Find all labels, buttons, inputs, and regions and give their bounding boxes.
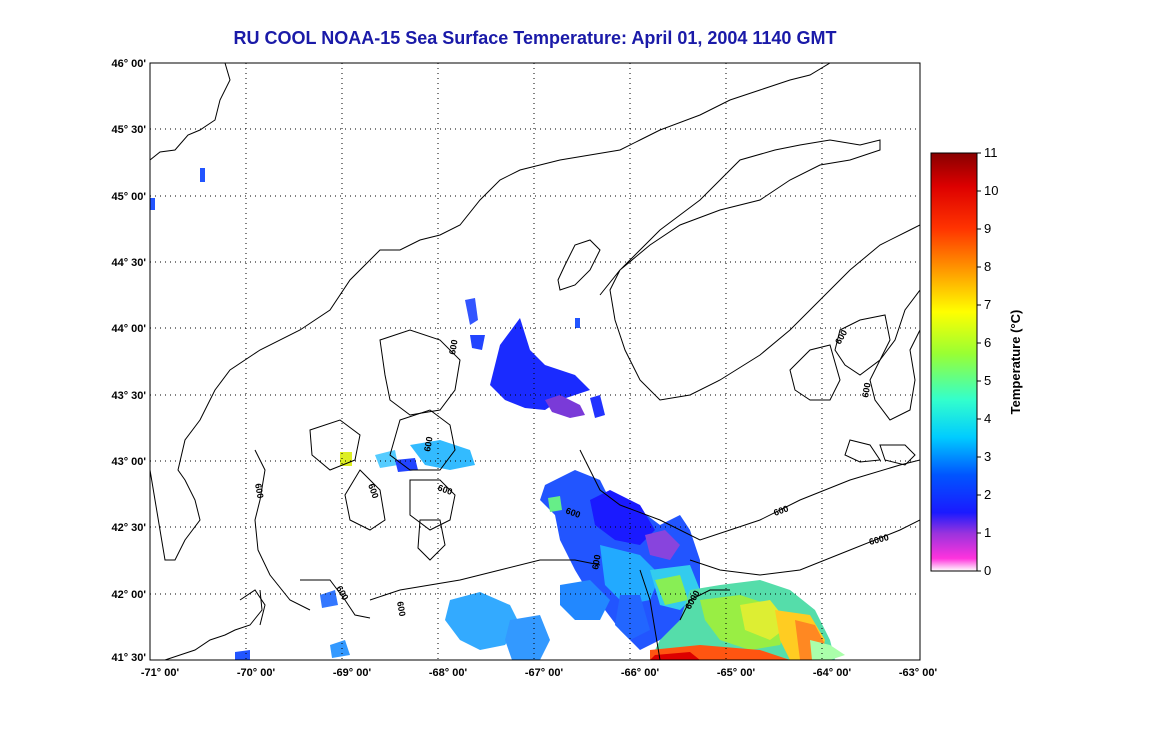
contour-label: 600 [772,503,790,518]
plot-frame [149,62,921,661]
contour-labels: 600 600 600 600 600 600 600 600 600 600 … [253,328,890,617]
colorbar-tick-label: 3 [984,449,991,464]
lon-tick: -68° 00' [429,667,468,679]
colorbar: 0 1 2 3 4 5 6 7 8 9 10 11 Temperature (°C) [930,145,1023,578]
lat-tick: 44° 00' [111,323,146,335]
contour-label: 600 [590,554,602,571]
colorbar-tick-label: 6 [984,335,991,350]
colorbar-tick-label: 10 [984,183,998,198]
lon-axis: -71° 00' -70° 00' -69° 00' -68° 00' -67°… [141,667,938,679]
colorbar-tick-label: 8 [984,259,991,274]
lon-tick: -65° 00' [717,667,756,679]
lat-axis: 46° 00' 45° 30' 45° 00' 44° 30' 44° 00' … [111,58,146,664]
colorbar-label: Temperature (°C) [1008,310,1023,415]
contour-label: 600 [564,505,582,520]
lat-tick: 41° 30' [111,652,146,664]
contour-label: 600 [422,436,434,453]
lat-tick: 45° 00' [111,191,146,203]
lon-tick: -67° 00' [525,667,564,679]
lon-tick: -69° 00' [333,667,372,679]
contour-label: 600 [447,339,459,356]
lon-tick: -63° 00' [899,667,938,679]
colorbar-tick-label: 11 [984,145,998,160]
contour-label: 600 [253,483,265,500]
lon-tick: -70° 00' [237,667,276,679]
map-title: RU COOL NOAA-15 Sea Surface Temperature:… [233,28,837,48]
contour-label: 600 [395,601,407,618]
lon-tick: -71° 00' [141,667,180,679]
grid-lines [150,63,920,660]
coastline-layer [150,63,920,660]
contour-label: 600 [436,482,454,497]
sst-data-layer [150,168,845,660]
colorbar-tick-label: 5 [984,373,991,388]
colorbar-tick-label: 7 [984,297,991,312]
lat-tick: 43° 00' [111,456,146,468]
colorbar-tick-label: 2 [984,487,991,502]
colorbar-tick-label: 4 [984,411,991,426]
colorbar-tick-label: 0 [984,563,991,578]
lat-tick: 42° 30' [111,522,146,534]
lat-tick: 45° 30' [111,124,146,136]
lat-tick: 44° 30' [111,257,146,269]
colorbar-gradient [930,152,978,572]
contour-label: 600 [366,482,381,500]
lat-tick: 43° 30' [111,390,146,402]
colorbar-tick-label: 1 [984,525,991,540]
lon-tick: -64° 00' [813,667,852,679]
lat-tick: 42° 00' [111,589,146,601]
contour-label: 600 [860,382,872,399]
lon-tick: -66° 00' [621,667,660,679]
lat-tick: 46° 00' [111,58,146,70]
colorbar-tick-label: 9 [984,221,991,236]
